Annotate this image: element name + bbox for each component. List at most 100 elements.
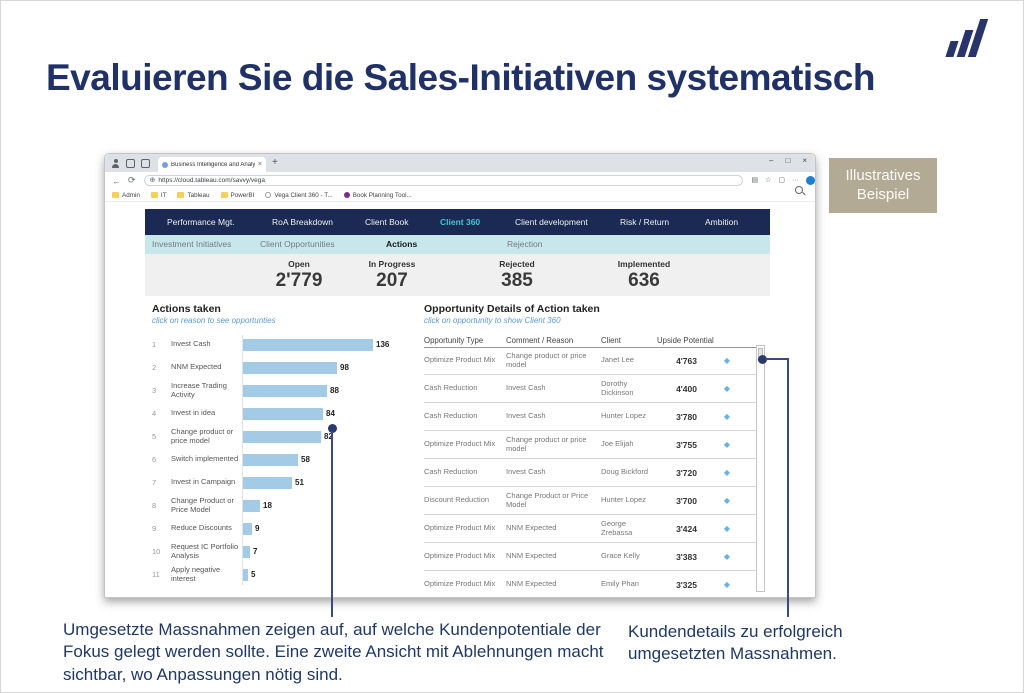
profile-avatar[interactable]: [806, 176, 816, 185]
cell-opportunity-type: Optimize Product Mix: [424, 355, 496, 365]
upside-diamond-icon: ◆: [723, 412, 731, 421]
chart-bar[interactable]: [243, 338, 373, 351]
new-tab-button[interactable]: +: [272, 157, 278, 168]
tab-close-icon[interactable]: ×: [257, 161, 262, 168]
upside-diamond-icon: ◆: [723, 496, 731, 505]
table-row[interactable]: Cash Reduction Invest Cash Hunter Lopez …: [424, 403, 757, 431]
subnav-tab[interactable]: Rejection: [507, 239, 543, 249]
cell-client: Emily Phan: [601, 579, 639, 589]
profile-icon[interactable]: [111, 158, 120, 168]
minimize-button[interactable]: –: [769, 156, 774, 165]
nav-tab[interactable]: Ambition: [705, 217, 739, 227]
chart-bar[interactable]: [243, 361, 337, 374]
kpi-card: Rejected 385: [499, 259, 534, 292]
chart-bar[interactable]: [243, 407, 323, 420]
cell-opportunity-type: Cash Reduction: [424, 467, 478, 477]
table-row[interactable]: Optimize Product Mix Change product or p…: [424, 347, 757, 375]
chart-row-rank: 3: [152, 386, 157, 395]
table-row[interactable]: Optimize Product Mix Change product or p…: [424, 431, 757, 459]
bookmark-item[interactable]: Tableau: [177, 192, 210, 199]
bookmark-item[interactable]: IT: [150, 192, 166, 199]
chart-row[interactable]: 4 Invest in idea 84: [152, 402, 424, 425]
cell-client: Doug Bickford: [601, 467, 649, 477]
cell-client: Janet Lee: [601, 355, 634, 365]
table-row[interactable]: Optimize Product Mix NNM Expected Grace …: [424, 543, 757, 571]
subnav-tab[interactable]: Actions: [386, 239, 418, 249]
chart-bar-value: 18: [263, 501, 272, 510]
chart-row-label: Reduce Discounts: [171, 523, 232, 533]
cell-upside-potential: 3'700: [676, 495, 697, 506]
kpi-card: Open 2'779: [276, 259, 323, 292]
table-row[interactable]: Optimize Product Mix NNM Expected George…: [424, 515, 757, 543]
cell-upside-potential: 4'763: [676, 355, 697, 366]
table-row[interactable]: Cash Reduction Invest Cash Doug Bickford…: [424, 459, 757, 487]
cell-opportunity-type: Optimize Product Mix: [424, 579, 496, 589]
table-scrollbar[interactable]: [756, 345, 765, 592]
chart-bar[interactable]: [243, 568, 248, 581]
tab-actions-icon[interactable]: [126, 158, 135, 168]
chart-row[interactable]: 8 Change Product or Price Model 18: [152, 494, 424, 517]
cell-client: Hunter Lopez: [601, 411, 647, 421]
bookmark-item[interactable]: Book Planning Tool...: [343, 192, 412, 199]
chart-row-rank: 7: [152, 478, 157, 487]
menu-icon[interactable]: ···: [792, 177, 800, 184]
search-icon[interactable]: [795, 186, 803, 194]
browser-tab[interactable]: Business Intelligence and Analyt... ×: [158, 157, 266, 172]
cell-upside-potential: 3'325: [676, 579, 697, 590]
chart-row[interactable]: 5 Change product or price model 82: [152, 425, 424, 448]
back-icon[interactable]: ←: [112, 175, 121, 186]
chart-row[interactable]: 6 Switch implemented 58: [152, 448, 424, 471]
subnav-tab[interactable]: Client Opportunities: [260, 239, 335, 249]
upside-diamond-icon: ◆: [723, 356, 731, 365]
page-title: Evaluieren Sie die Sales-Initiativen sys…: [46, 57, 875, 98]
chart-bar[interactable]: [243, 522, 252, 535]
chart-row[interactable]: 7 Invest in Campaign 51: [152, 471, 424, 494]
site-info-icon[interactable]: ⊕: [149, 177, 156, 184]
actions-bar-chart: 1 Invest Cash 136 2 NNM Expected 98: [152, 333, 424, 587]
bookmark-icon: [343, 192, 350, 198]
chart-bar[interactable]: [243, 499, 260, 512]
table-row[interactable]: Cash Reduction Invest Cash Dorothy Dicki…: [424, 375, 757, 403]
nav-tab[interactable]: Client 360: [440, 217, 481, 227]
cell-comment-reason: Invest Cash: [506, 467, 546, 477]
nav-tab[interactable]: RoA Breakdown: [272, 217, 333, 227]
chart-row[interactable]: 1 Invest Cash 136: [152, 333, 424, 356]
nav-tab[interactable]: Performance Mgt.: [167, 217, 235, 227]
chart-bar[interactable]: [243, 384, 327, 397]
table-row[interactable]: Discount Reduction Change Product or Pri…: [424, 487, 757, 515]
bookmark-icon: [150, 192, 158, 198]
cell-upside-potential: 3'720: [676, 467, 697, 478]
favorite-star-icon[interactable]: ☆: [765, 177, 772, 184]
nav-tab[interactable]: Client Book: [365, 217, 409, 227]
reading-mode-icon[interactable]: ▤: [751, 177, 759, 184]
extensions-icon[interactable]: ▢: [778, 177, 786, 184]
browser-window: Business Intelligence and Analyt... × + …: [104, 153, 816, 598]
chart-row[interactable]: 10 Request IC Portfolio Analysis 7: [152, 540, 424, 563]
chart-bar[interactable]: [243, 453, 298, 466]
chart-row[interactable]: 2 NNM Expected 98: [152, 356, 424, 379]
maximize-button[interactable]: □: [785, 156, 791, 165]
chart-bar[interactable]: [243, 476, 292, 489]
bookmark-item[interactable]: PowerBI: [220, 192, 254, 199]
col-comment-reason: Comment / Reason: [506, 335, 574, 345]
chart-row-rank: 8: [152, 501, 157, 510]
company-logo-icon: [945, 17, 996, 57]
workspaces-icon[interactable]: [141, 158, 150, 168]
close-button[interactable]: ×: [802, 156, 807, 165]
chart-bar[interactable]: [243, 545, 250, 558]
table-row[interactable]: Optimize Product Mix NNM Expected Emily …: [424, 571, 757, 594]
chart-row[interactable]: 9 Reduce Discounts 9: [152, 517, 424, 540]
chart-row[interactable]: 3 Increase Trading Activity 88: [152, 379, 424, 402]
chart-bar[interactable]: [243, 430, 321, 443]
col-client: Client: [601, 335, 621, 345]
nav-tab[interactable]: Client development: [515, 217, 588, 227]
url-field[interactable]: ⊕ https://cloud.tableau.com/savvy/vega: [143, 175, 744, 186]
bookmark-item[interactable]: Admin: [112, 192, 140, 199]
chart-row[interactable]: 11 Apply negative interest 5: [152, 563, 424, 586]
nav-tab[interactable]: Risk / Return: [620, 217, 670, 227]
refresh-icon[interactable]: ⟳: [128, 175, 136, 185]
cell-opportunity-type: Cash Reduction: [424, 411, 478, 421]
subnav-tab[interactable]: Investment Initiatives: [152, 239, 232, 249]
bookmark-item[interactable]: Vega Client 360 - T...: [265, 192, 333, 199]
cell-opportunity-type: Optimize Product Mix: [424, 551, 496, 561]
